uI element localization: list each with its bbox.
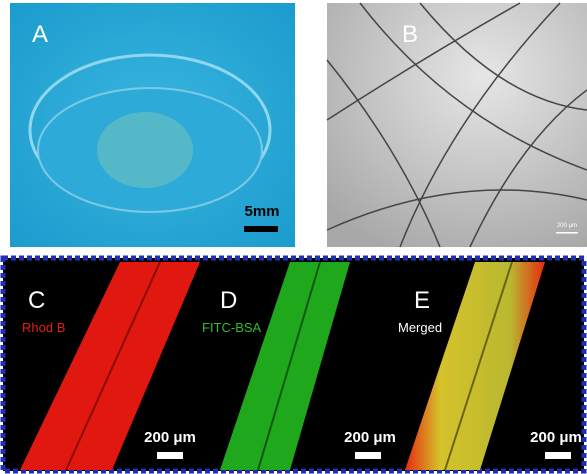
scale-label: 200 μm bbox=[344, 429, 396, 446]
panel-label: B bbox=[402, 21, 418, 48]
scale-bar bbox=[157, 452, 183, 459]
panel-b: B 200 μm bbox=[327, 3, 587, 247]
page: {"panels": [ {"label": "A", "scale_bar":… bbox=[0, 0, 587, 474]
scale-label: 200 μm bbox=[557, 223, 577, 229]
figure: A 5mm B 200 μm C Rhod B 200 μm D FITC-BS… bbox=[0, 0, 587, 474]
panel-a: A 5mm bbox=[10, 3, 295, 247]
panel-label: C bbox=[28, 287, 45, 314]
panel-label: E bbox=[414, 287, 430, 314]
scale-bar bbox=[244, 226, 278, 232]
caption: Rhod B bbox=[22, 320, 65, 335]
scale-label: 200 μm bbox=[144, 429, 196, 446]
scale-bar bbox=[545, 452, 571, 459]
panel-label: D bbox=[220, 287, 237, 314]
panel-label: A bbox=[32, 21, 48, 48]
caption: FITC-BSA bbox=[202, 320, 262, 335]
scale-bar bbox=[355, 452, 381, 459]
sample bbox=[97, 112, 193, 188]
scale-label: 5mm bbox=[244, 203, 279, 220]
caption: Merged bbox=[398, 320, 442, 335]
scale-label: 200 μm bbox=[530, 429, 582, 446]
scale-bar bbox=[556, 232, 578, 234]
